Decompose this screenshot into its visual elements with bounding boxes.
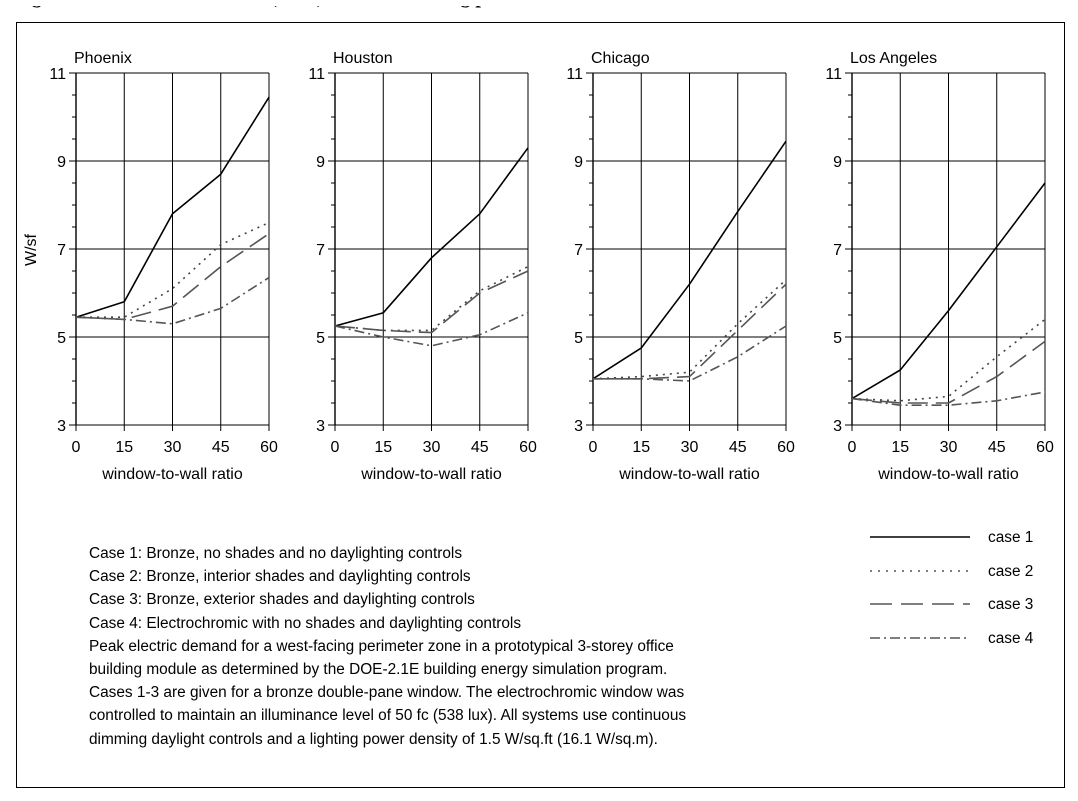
series-line-chicago-case-4 bbox=[593, 325, 787, 382]
y-tick-label-los-angeles-9: 9 bbox=[833, 154, 842, 171]
y-tick-label-phoenix-3: 3 bbox=[57, 418, 66, 435]
x-tick-label-chicago-60: 60 bbox=[777, 439, 795, 456]
legend-swatch-case-1 bbox=[870, 536, 970, 538]
y-tick-label-los-angeles-3: 3 bbox=[833, 418, 842, 435]
y-tick-label-phoenix-7: 7 bbox=[57, 242, 66, 259]
x-tick-label-houston-30: 30 bbox=[423, 439, 441, 456]
y-tick-label-houston-7: 7 bbox=[316, 242, 325, 259]
legend-label-case-2: case 2 bbox=[988, 562, 1034, 580]
y-tick-label-houston-11: 11 bbox=[308, 66, 325, 83]
x-tick-label-los-angeles-15: 15 bbox=[891, 439, 909, 456]
note-description-5: dimming daylight controls and a lighting… bbox=[89, 730, 658, 748]
y-tick-label-houston-5: 5 bbox=[316, 330, 325, 347]
x-tick-label-houston-0: 0 bbox=[331, 439, 340, 456]
legend-item-case-4: case 4 bbox=[860, 629, 1060, 663]
figure-frame bbox=[16, 22, 1065, 788]
note-case-4: Case 4: Electrochromic with no shades an… bbox=[89, 614, 522, 632]
y-tick-label-houston-9: 9 bbox=[316, 154, 325, 171]
note-case-2: Case 2: Bronze, interior shades and dayl… bbox=[89, 568, 471, 586]
y-axis-label: W/sf bbox=[23, 233, 40, 266]
y-tick-label-los-angeles-11: 11 bbox=[825, 66, 842, 83]
series-line-los-angeles-case-4 bbox=[851, 391, 1046, 407]
series-line-los-angeles-case-3 bbox=[851, 340, 1046, 404]
x-tick-label-los-angeles-30: 30 bbox=[940, 439, 958, 456]
legend-item-case-3: case 3 bbox=[860, 595, 1060, 629]
x-tick-label-los-angeles-0: 0 bbox=[848, 439, 857, 456]
x-axis-label-phoenix: window-to-wall ratio bbox=[101, 466, 243, 483]
legend-swatch-case-3 bbox=[870, 603, 970, 605]
series-line-phoenix-case-1 bbox=[75, 96, 270, 318]
note-case-1: Case 1: Bronze, no shades and no dayligh… bbox=[89, 545, 463, 562]
y-tick-label-phoenix-5: 5 bbox=[57, 330, 66, 347]
panel-title-phoenix: Phoenix bbox=[74, 50, 132, 67]
x-tick-label-chicago-0: 0 bbox=[589, 439, 598, 456]
y-tick-label-chicago-9: 9 bbox=[574, 154, 583, 171]
panel-title-houston: Houston bbox=[333, 50, 393, 67]
panel-title-los-angeles: Los Angeles bbox=[850, 50, 937, 67]
x-axis-label-houston: window-to-wall ratio bbox=[360, 466, 502, 483]
note-description-2: building module as determined by the DOE… bbox=[89, 661, 668, 679]
y-tick-label-phoenix-9: 9 bbox=[57, 154, 66, 171]
x-tick-label-chicago-15: 15 bbox=[632, 439, 650, 456]
note-description-3: Cases 1-3 are given for a bronze double-… bbox=[89, 684, 685, 702]
series-line-phoenix-case-3 bbox=[75, 232, 270, 321]
legend-label-case-3: case 3 bbox=[988, 596, 1034, 613]
y-tick-label-chicago-7: 7 bbox=[574, 242, 583, 259]
note-description-4: controlled to maintain an illuminance le… bbox=[89, 707, 687, 725]
legend-label-case-1: case 1 bbox=[988, 529, 1034, 546]
y-tick-label-houston-3: 3 bbox=[316, 418, 325, 435]
series-line-houston-case-1 bbox=[334, 147, 529, 327]
x-tick-label-houston-15: 15 bbox=[374, 439, 392, 456]
y-tick-label-los-angeles-5: 5 bbox=[833, 330, 842, 347]
legend-item-case-1: case 1 bbox=[860, 528, 1060, 562]
note-description-1: Peak electric demand for a west-facing p… bbox=[89, 637, 674, 655]
y-tick-label-chicago-5: 5 bbox=[574, 330, 583, 347]
notes-block: Case 1: Bronze, no shades and no dayligh… bbox=[89, 542, 686, 751]
x-tick-label-houston-45: 45 bbox=[471, 439, 489, 456]
x-tick-label-phoenix-45: 45 bbox=[212, 439, 230, 456]
x-axis-label-los-angeles: window-to-wall ratio bbox=[877, 466, 1019, 483]
legend-swatch-case-4 bbox=[870, 636, 970, 639]
legend-label-case-4: case 4 bbox=[988, 629, 1034, 647]
series-line-houston-case-3 bbox=[334, 270, 529, 334]
legend: case 1 case 2 case 3 case 4 bbox=[860, 528, 1060, 662]
legend-item-case-2: case 2 bbox=[860, 562, 1060, 596]
y-tick-label-chicago-11: 11 bbox=[566, 66, 583, 83]
x-tick-label-los-angeles-45: 45 bbox=[988, 439, 1006, 456]
x-tick-label-phoenix-30: 30 bbox=[164, 439, 182, 456]
x-tick-label-phoenix-0: 0 bbox=[72, 439, 81, 456]
note-case-3: Case 3: Bronze, exterior shades and dayl… bbox=[89, 591, 475, 609]
series-line-chicago-case-1 bbox=[592, 140, 787, 380]
x-axis-label-chicago: window-to-wall ratio bbox=[618, 466, 760, 483]
series-line-chicago-case-3 bbox=[593, 283, 787, 380]
x-tick-label-los-angeles-60: 60 bbox=[1036, 439, 1054, 456]
series-line-houston-case-4 bbox=[334, 312, 529, 347]
x-tick-label-chicago-30: 30 bbox=[681, 439, 699, 456]
series-line-phoenix-case-4 bbox=[75, 276, 270, 325]
legend-swatch-case-2 bbox=[870, 569, 970, 572]
y-tick-label-los-angeles-7: 7 bbox=[833, 242, 842, 259]
caption-mask bbox=[0, 0, 1078, 6]
x-tick-label-houston-60: 60 bbox=[519, 439, 537, 456]
y-tick-label-chicago-3: 3 bbox=[574, 418, 583, 435]
panel-title-chicago: Chicago bbox=[591, 50, 650, 67]
x-tick-label-phoenix-60: 60 bbox=[260, 439, 278, 456]
y-tick-label-phoenix-11: 11 bbox=[49, 66, 66, 83]
series-line-los-angeles-case-1 bbox=[851, 182, 1046, 400]
x-tick-label-phoenix-15: 15 bbox=[115, 439, 133, 456]
x-tick-label-chicago-45: 45 bbox=[729, 439, 747, 456]
